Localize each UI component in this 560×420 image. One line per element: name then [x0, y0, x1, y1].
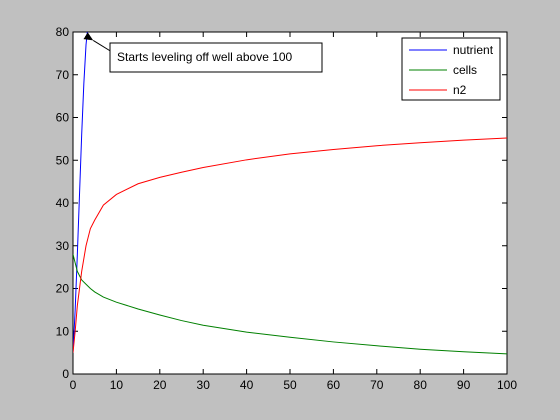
- legend-label-nutrient: nutrient: [453, 43, 494, 57]
- annotation: Starts leveling off well above 100: [83, 32, 323, 73]
- y-tick-label: 20: [56, 282, 70, 296]
- x-tick-label: 90: [457, 378, 471, 392]
- x-tick-label: 60: [327, 378, 341, 392]
- annotation-text: Starts leveling off well above 100: [117, 50, 293, 64]
- x-tick-label: 10: [110, 378, 124, 392]
- series-line-cells: [73, 254, 507, 355]
- y-tick-label: 50: [56, 153, 70, 167]
- legend: nutrient cells n2: [401, 37, 501, 101]
- x-tick-label: 40: [240, 378, 254, 392]
- x-tick-label: 0: [70, 378, 77, 392]
- series-line-n2: [73, 137, 507, 353]
- annotation-arrow: [83, 32, 113, 53]
- y-tick-label: 60: [56, 111, 70, 125]
- axis-ticks: 0 10 20 30 40 50 60 70 80 90 100 0 10 20 30 40 50 60 70 80: [56, 25, 518, 392]
- y-tick-label: 30: [56, 239, 70, 253]
- y-tick-label: 10: [56, 324, 70, 338]
- x-tick-label: 50: [283, 378, 297, 392]
- annotation-box: [109, 42, 323, 73]
- legend-label-n2: n2: [453, 83, 467, 97]
- y-tick-label: 70: [56, 68, 70, 82]
- y-tick-label: 40: [56, 196, 70, 210]
- legend-label-cells: cells: [453, 63, 477, 77]
- x-tick-label: 20: [153, 378, 167, 392]
- x-tick-label: 80: [414, 378, 428, 392]
- x-tick-label: 100: [497, 378, 517, 392]
- x-tick-label: 30: [197, 378, 211, 392]
- x-tick-label: 70: [370, 378, 384, 392]
- y-tick-label: 0: [62, 367, 69, 381]
- y-tick-label: 80: [56, 25, 70, 39]
- series-lines: [73, 32, 507, 355]
- series-line-nutrient: [73, 32, 88, 353]
